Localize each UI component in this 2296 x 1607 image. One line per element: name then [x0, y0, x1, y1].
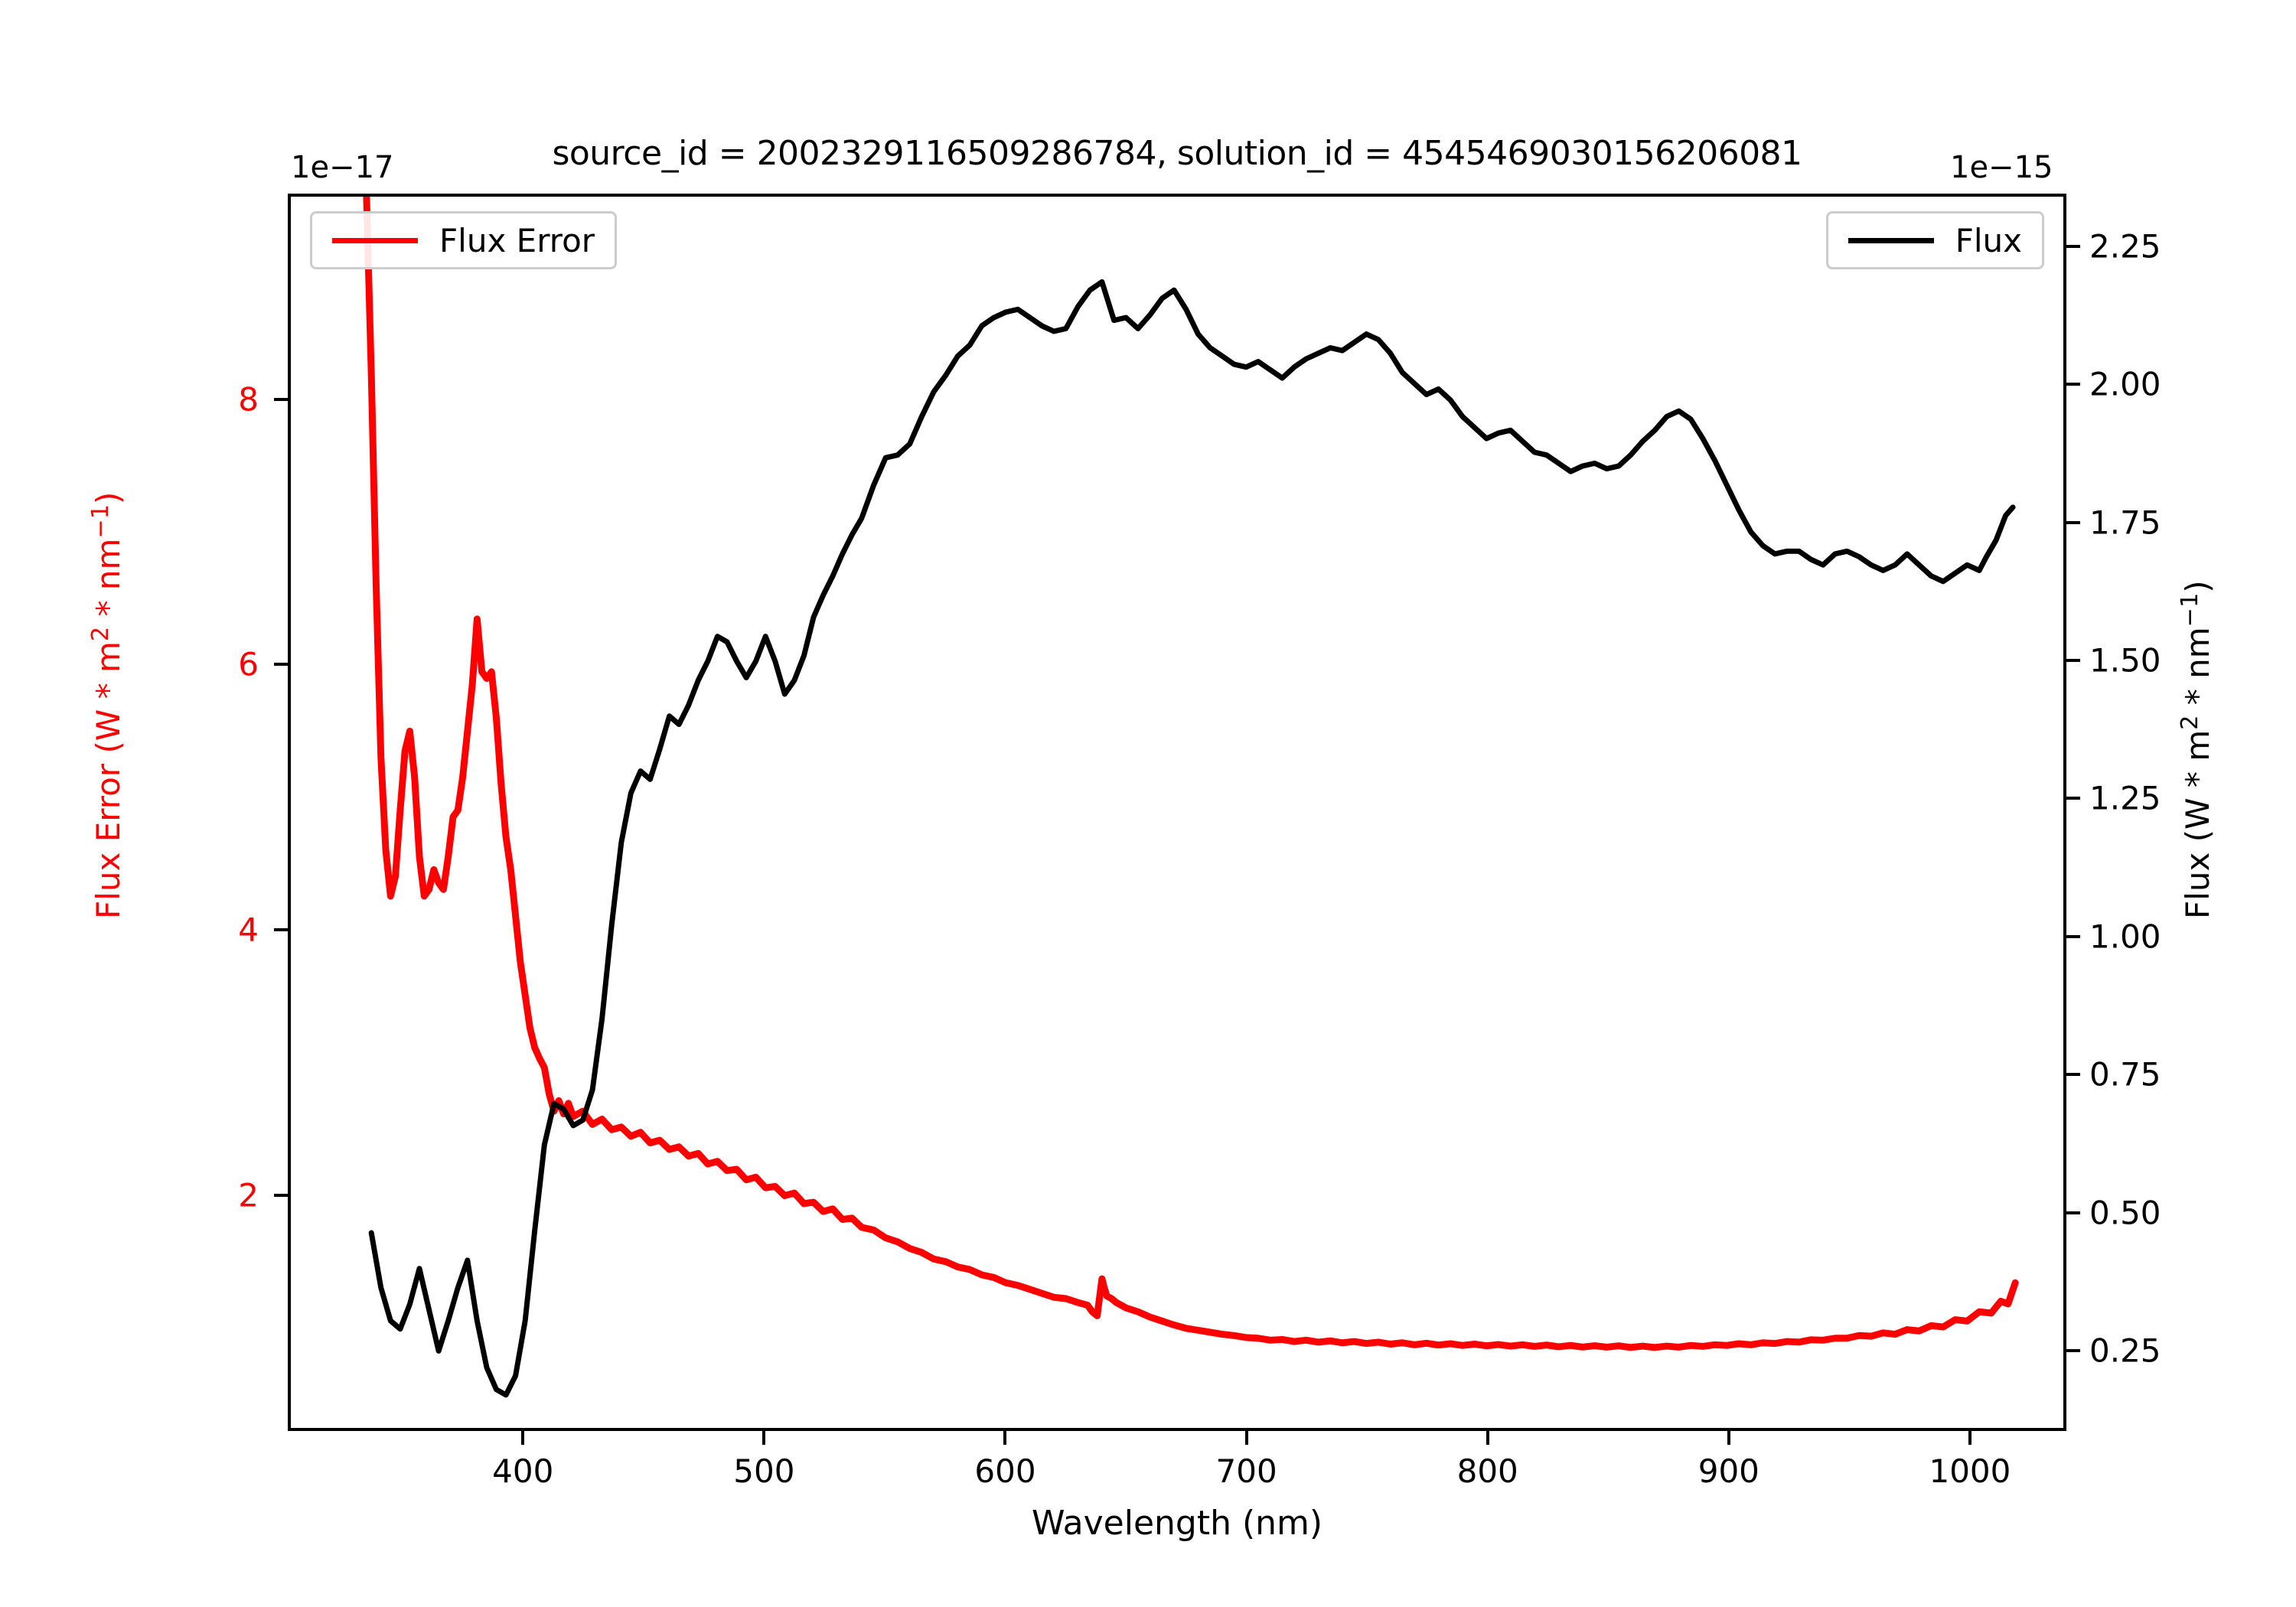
y-right-tick-mark [2066, 383, 2080, 386]
x-tick-mark [1003, 1431, 1007, 1445]
y-left-tick-label: 8 [238, 380, 259, 419]
y-left-tick-mark [274, 397, 288, 401]
y-right-tick-mark [2066, 244, 2080, 248]
y-left-tick-label: 6 [238, 645, 259, 683]
x-tick-mark [1244, 1431, 1248, 1445]
y-left-tick-mark [274, 927, 288, 931]
y-left-tick-mark [274, 663, 288, 667]
legend-flux[interactable]: Flux [1825, 211, 2044, 269]
x-tick-label: 400 [492, 1452, 554, 1490]
y-right-tick-label: 2.25 [2089, 227, 2161, 266]
x-tick-label: 800 [1456, 1452, 1518, 1490]
y-left-tick-label: 4 [238, 911, 259, 949]
x-tick-label: 500 [733, 1452, 795, 1490]
x-tick-label: 700 [1215, 1452, 1277, 1490]
legend-flux-error[interactable]: Flux Error [310, 211, 618, 269]
x-axis-label: Wavelength (nm) [1031, 1504, 1323, 1543]
y-right-tick-mark [2066, 797, 2080, 800]
legend-label-flux: Flux [1955, 221, 2022, 259]
left-axis-exponent-label: 1e−17 [291, 150, 394, 185]
y-left-tick-mark [274, 1193, 288, 1197]
x-tick-label: 1000 [1929, 1452, 2011, 1490]
x-tick-mark [1968, 1431, 1971, 1445]
legend-line-icon-flux [1848, 237, 1934, 243]
x-tick-mark [1486, 1431, 1489, 1445]
y-right-tick-label: 0.50 [2089, 1194, 2161, 1232]
y-right-tick-mark [2066, 1073, 2080, 1077]
y-right-tick-label: 2.00 [2089, 365, 2161, 403]
legend-label-flux-error: Flux Error [439, 221, 595, 259]
x-tick-label: 600 [974, 1452, 1036, 1490]
series-line-flux [368, 279, 2016, 1398]
y-right-tick-mark [2066, 1211, 2080, 1214]
y-right-tick-mark [2066, 934, 2080, 938]
y-axis-right-label: Flux (W * m2 * nm−1) [2177, 580, 2216, 919]
x-tick-label: 900 [1698, 1452, 1760, 1490]
x-tick-mark [1727, 1431, 1730, 1445]
plot-svg [363, 197, 2019, 1398]
y-right-tick-label: 0.75 [2089, 1055, 2161, 1094]
plot-area: Flux Error Flux [288, 194, 2066, 1431]
x-tick-mark [521, 1431, 525, 1445]
page-title: source_id = 2002329116509286784, solutio… [552, 134, 1802, 173]
right-axis-exponent-label: 1e−15 [1950, 150, 2053, 185]
legend-line-icon-flux-error [332, 237, 418, 243]
y-right-tick-mark [2066, 1349, 2080, 1353]
x-tick-mark [762, 1431, 766, 1445]
y-right-tick-mark [2066, 658, 2080, 662]
y-right-tick-label: 0.25 [2089, 1332, 2161, 1370]
y-right-tick-label: 1.25 [2089, 779, 2161, 817]
series-line-flux-error [363, 197, 2019, 1351]
y-right-tick-label: 1.50 [2089, 641, 2161, 680]
y-right-tick-label: 1.00 [2089, 918, 2161, 956]
y-right-tick-label: 1.75 [2089, 504, 2161, 542]
y-axis-left-label: Flux Error (W * m2 * nm−1) [87, 491, 127, 919]
y-left-tick-label: 2 [238, 1176, 259, 1214]
y-right-tick-mark [2066, 520, 2080, 524]
